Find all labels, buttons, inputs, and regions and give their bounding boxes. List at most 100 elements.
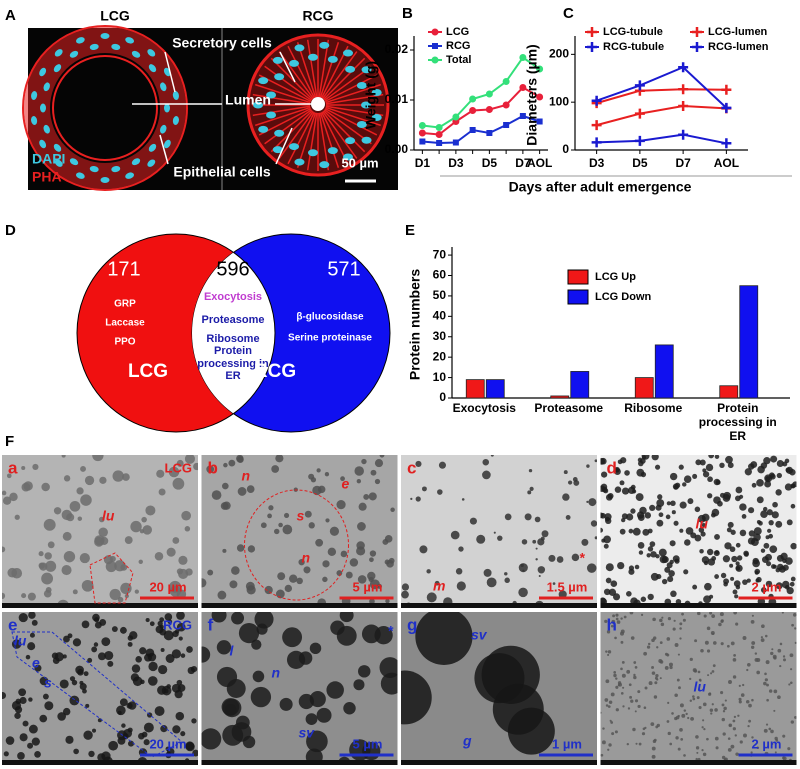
texture [617, 561, 625, 570]
texture [282, 524, 293, 535]
texture [282, 627, 303, 648]
texture [760, 638, 765, 643]
texture [2, 592, 6, 600]
texture [634, 710, 637, 713]
nucleus [361, 101, 371, 109]
texture [615, 685, 619, 689]
texture [235, 715, 250, 730]
texture [672, 627, 676, 631]
marker [591, 95, 602, 106]
texture [522, 569, 525, 572]
nucleus [289, 59, 299, 67]
texture [630, 699, 634, 703]
marker [418, 122, 426, 129]
texture [727, 521, 734, 528]
texture [775, 739, 779, 742]
texture [714, 574, 720, 579]
texture [178, 636, 183, 641]
texture [524, 513, 532, 521]
texture [421, 486, 427, 492]
texture [659, 677, 662, 680]
nucleus [125, 37, 134, 44]
micrograph [201, 612, 398, 765]
texture [764, 678, 768, 682]
texture [632, 727, 636, 732]
legend-label: LCG [446, 26, 469, 38]
legend-label: RCG-tubule [603, 41, 664, 53]
texture [527, 490, 532, 495]
texture [738, 700, 742, 704]
texture [654, 464, 661, 470]
radial-fiber [252, 93, 311, 105]
radial-fiber [318, 39, 330, 98]
texture [719, 492, 726, 498]
nucleus [266, 111, 277, 119]
texture [171, 649, 182, 659]
texture [651, 455, 659, 461]
texture [306, 730, 328, 753]
structure-label: s [297, 508, 305, 524]
marker [436, 140, 443, 146]
info-bar [2, 603, 198, 608]
texture [415, 612, 473, 665]
callout-line [275, 127, 293, 165]
texture [790, 576, 796, 582]
texture [140, 679, 145, 685]
texture [390, 507, 395, 512]
texture [751, 482, 757, 488]
texture [289, 574, 298, 583]
texture [14, 514, 20, 520]
texture [756, 496, 764, 504]
texture [682, 618, 686, 622]
texture [676, 678, 680, 682]
texture [731, 555, 738, 563]
radial-fiber [325, 105, 384, 117]
texture [679, 727, 683, 732]
y-tick-label: 70 [433, 247, 447, 261]
micrograph [401, 455, 597, 608]
nucleus [272, 56, 283, 64]
texture [767, 528, 772, 533]
marker [469, 107, 477, 114]
texture [193, 462, 198, 471]
texture [783, 658, 786, 662]
marker [503, 122, 510, 128]
texture [659, 618, 663, 623]
texture [369, 550, 377, 557]
texture [222, 482, 229, 490]
nucleus [89, 43, 99, 50]
texture [695, 459, 702, 466]
texture [31, 737, 40, 746]
texture [61, 565, 72, 576]
texture [678, 464, 684, 470]
texture [134, 589, 139, 594]
texture [143, 739, 150, 746]
texture [664, 566, 671, 573]
texture [6, 473, 12, 479]
texture [701, 513, 710, 522]
nucleus [319, 41, 330, 49]
texture [742, 579, 748, 585]
texture [482, 470, 491, 480]
texture [632, 527, 641, 536]
texture [729, 546, 736, 553]
texture [177, 684, 186, 692]
marker [678, 84, 689, 95]
texture [773, 689, 778, 694]
texture [379, 455, 385, 458]
marker [536, 118, 543, 125]
texture [401, 590, 409, 599]
texture [614, 466, 620, 473]
texture [634, 666, 638, 669]
texture [644, 512, 652, 519]
texture [794, 627, 797, 630]
texture [308, 522, 315, 529]
texture [739, 503, 747, 511]
texture [714, 736, 719, 741]
texture [707, 558, 716, 566]
texture [656, 519, 664, 527]
texture [728, 724, 731, 727]
texture [246, 485, 255, 493]
micrograph-bg [401, 455, 597, 608]
y-tick-label: 50 [433, 288, 447, 302]
